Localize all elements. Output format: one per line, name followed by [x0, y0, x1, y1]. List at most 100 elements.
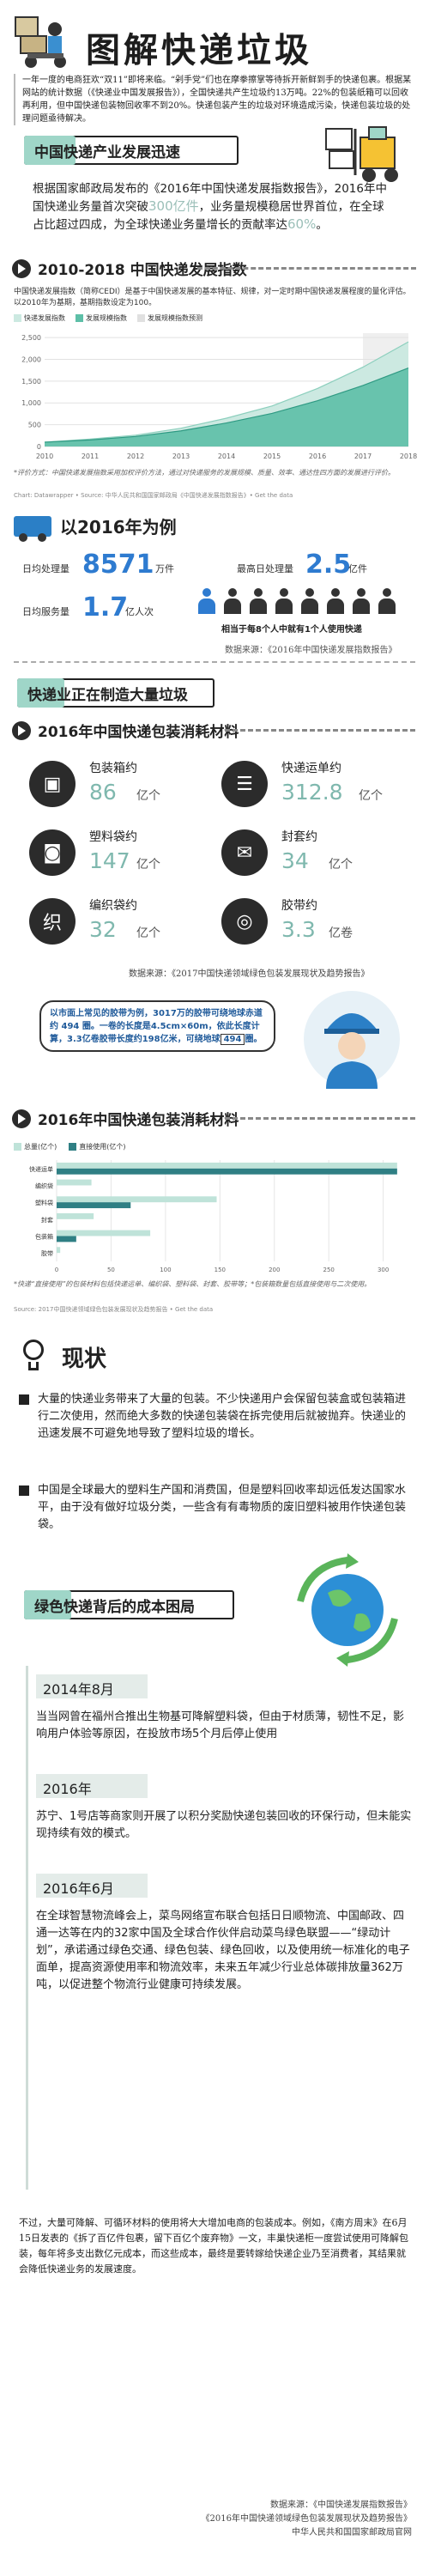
daily-title: 以2016年为例 — [60, 517, 177, 538]
footer-paragraph: 不过，大量可降解、可循环材料的使用将大大增加电商的包装成本。例如，《南方周末》在… — [19, 2217, 408, 2275]
daily-row1: 日均处理量 8571 万件 最高日处理量 2.5 亿件 — [22, 550, 367, 580]
x-tick-label: 300 — [378, 1267, 389, 1273]
woven-bag-icon: 织 — [29, 898, 76, 945]
bar-chart-source: Source: 2017中国快递领域绿色包装发展现状及趋势报告 • Get th… — [14, 1306, 214, 1313]
category-label: 快递运单 — [29, 1165, 53, 1173]
x-tick-label: 2016 — [309, 453, 326, 460]
section-title-industry: 中国快递产业发展迅速 — [24, 136, 239, 165]
x-tick-label: 2018 — [400, 453, 417, 460]
y-tick-label: 0 — [37, 443, 41, 451]
person-icon — [221, 588, 244, 614]
x-tick-label: 100 — [160, 1267, 171, 1273]
courier-avatar-icon — [304, 991, 400, 1089]
bar-total — [57, 1179, 92, 1186]
line-series-0 — [44, 341, 409, 443]
footer-sources: 数据来源：《中国快递发展指数报告》 《2016年中国快递领域绿色包装发展现状及趋… — [201, 2500, 412, 2537]
section-title-bar-chart: 2016年中国快递包装消耗材料 — [12, 1108, 239, 1129]
line-series-1 — [44, 368, 409, 443]
person-icon — [196, 588, 218, 614]
bar-direct — [57, 1202, 131, 1209]
bar-total — [57, 1162, 397, 1169]
material-item-envelope: ✉ 封套约 34 亿个 — [221, 823, 393, 891]
timeline-year-2016: 2016年 — [36, 1774, 148, 1798]
x-tick-label: 2017 — [354, 453, 372, 460]
category-label: 包装箱 — [35, 1233, 53, 1241]
intro-box: 一年一度的电商狂欢“双11”即将来临。“剁手党”们也在摩拳擦掌等待拆开新鲜到手的… — [14, 74, 415, 125]
section-title-index-chart: 2010-2018 中国快递发展指数 — [12, 258, 247, 279]
y-tick-label: 2,000 — [21, 355, 41, 363]
x-tick-label: 250 — [323, 1267, 335, 1273]
timeline-line — [26, 1666, 28, 2190]
status-paragraph-2: 中国是全球最大的塑料生产国和消费国，但是塑料回收率却远低发达国家水平，由于没有做… — [19, 1482, 414, 1534]
daily-source: 数据来源：《2016年中国快递发展指数报告》 — [225, 646, 397, 655]
envelope-icon: ✉ — [221, 829, 268, 876]
bar-total — [57, 1247, 61, 1254]
person-icon — [247, 588, 269, 614]
box-icon: ▣ — [29, 761, 76, 807]
material-item-plastic-bag: ◙ 塑料袋约 147 亿个 — [29, 823, 201, 891]
chart-note: *评价方式：中国快递发展指数采用加权评价方法，通过对快递服务的发展规模、质量、效… — [14, 469, 395, 477]
section-title-materials: 2016年中国快递包装消耗材料 — [12, 720, 239, 741]
x-tick-label: 50 — [107, 1267, 115, 1273]
material-item-box: ▣ 包装箱约 86 亿个 — [29, 754, 201, 823]
x-tick-label: 0 — [55, 1267, 58, 1273]
industry-paragraph: 根据国家邮政局发布的《2016年中国快递发展指数报告》，2016年中国快递业务量… — [33, 182, 387, 232]
x-tick-label: 2012 — [127, 453, 144, 460]
person-icon — [324, 588, 347, 614]
tape-icon: ◎ — [221, 898, 268, 945]
chart-source: Chart: Datawrapper • Source: 中华人民共和国国家邮政… — [14, 492, 293, 499]
category-label: 胶带 — [41, 1249, 53, 1257]
area-series-1 — [45, 368, 408, 447]
header: 图解快递垃圾 一年一度的电商狂欢“双11”即将来临。“剁手党”们也在摩拳擦掌等待… — [0, 0, 429, 125]
x-tick-label: 200 — [269, 1267, 280, 1273]
person-icon — [376, 588, 398, 614]
bar-chart-legend: 总量(亿个) 直接使用(亿个) — [14, 1142, 126, 1151]
x-tick-label: 2015 — [263, 453, 281, 460]
timeline-text-2016: 苏宁、1号店等商家则开展了以积分奖励快递包装回收的环保行动，但未能实现持续有效的… — [36, 1810, 412, 1840]
daily-row2: 日均服务量 1.7 亿人次 — [22, 592, 154, 623]
material-item-tape: ◎ 胶带约 3.3 亿卷 — [221, 891, 393, 960]
truck-icon — [14, 515, 51, 542]
bar-total — [57, 1212, 94, 1219]
materials-source: 数据来源：《2017中国快递领域绿色包装发展现状及趋势报告》 — [129, 969, 370, 979]
category-label: 封套 — [41, 1216, 53, 1224]
tape-speech-bubble: 以市面上常见的胶带为例，3017万的胶带可绕地球赤道约 494 圈。一卷的长度是… — [39, 1000, 275, 1052]
x-tick-label: 150 — [214, 1267, 226, 1273]
forklift-icon — [325, 126, 398, 182]
person-icon — [350, 588, 372, 614]
person-icon — [299, 588, 321, 614]
x-tick-label: 2011 — [82, 453, 99, 460]
timeline-text-2016-06: 在全球智慧物流峰会上，菜鸟网络宣布联合包括日日顺物流、中国邮政、四通一达等在内的… — [36, 1910, 410, 1991]
person-icon — [273, 588, 295, 614]
area-chart-legend: 快递发展指数 发展规模指数 发展规模指数预测 — [14, 313, 202, 323]
status-paragraph-1: 大量的快递业务带来了大量的包装。不少快递用户会保留包装盒或包装箱进行二次使用，然… — [19, 1391, 414, 1443]
bar-direct — [57, 1236, 76, 1242]
bar-total — [57, 1196, 217, 1203]
section-title-green-cost: 绿色快递背后的成本困局 — [24, 1590, 234, 1619]
y-tick-label: 1,000 — [21, 399, 41, 407]
lightbulb-icon — [19, 1340, 48, 1374]
timeline-year-2014-08: 2014年8月 — [36, 1674, 148, 1698]
x-tick-label: 2014 — [218, 453, 235, 460]
y-tick-label: 500 — [28, 422, 41, 429]
bar-direct — [57, 1168, 397, 1175]
page-title: 图解快递垃圾 — [86, 31, 312, 70]
status-title: 现状 — [62, 1346, 107, 1372]
waybill-icon: ☰ — [221, 761, 268, 807]
x-tick-label: 2013 — [172, 453, 190, 460]
index-area-chart: 0 500 1,000 1,500 2,000 2,500 2010 2011 2012 2013… — [21, 333, 417, 460]
chart-description: 中国快递发展指数（简称CEDI）是基于中国快递发展的基本特征、规律，对一定时期中… — [14, 288, 411, 307]
x-tick-label: 2010 — [36, 453, 53, 460]
bar-total — [57, 1230, 151, 1236]
y-tick-label: 1,500 — [21, 378, 41, 386]
plastic-bag-icon: ◙ — [29, 829, 76, 876]
section-title-garbage: 快递业正在制造大量垃圾 — [17, 678, 214, 708]
timeline-year-2016-06: 2016年6月 — [36, 1874, 148, 1898]
people-caption: 相当于每8个人中就有1个人使用快递 — [221, 625, 362, 635]
bar-chart-note: *快递“直接使用”的包装材料包括快递运单、编织袋、塑料袋、封套、胶带等；*包装箱… — [14, 1280, 372, 1288]
daily-title-wrap: 以2016年为例 — [14, 513, 177, 542]
recycle-globe-icon — [297, 1553, 398, 1667]
people-row — [196, 588, 419, 616]
category-label: 塑料袋 — [35, 1199, 53, 1206]
